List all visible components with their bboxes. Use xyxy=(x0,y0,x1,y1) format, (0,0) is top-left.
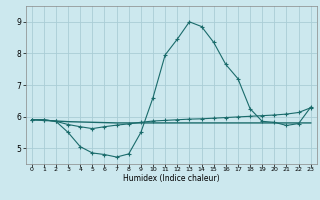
X-axis label: Humidex (Indice chaleur): Humidex (Indice chaleur) xyxy=(123,174,220,183)
